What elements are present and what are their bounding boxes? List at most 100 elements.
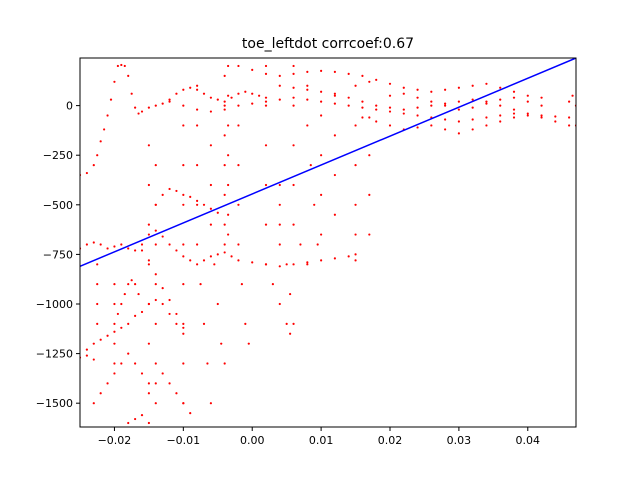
data-point xyxy=(251,92,254,95)
data-point xyxy=(127,322,130,325)
data-point xyxy=(113,342,116,345)
data-point xyxy=(471,106,474,109)
data-point xyxy=(444,88,447,91)
data-point xyxy=(457,132,460,135)
data-point xyxy=(154,273,157,276)
data-point xyxy=(485,82,488,85)
data-point xyxy=(264,144,268,147)
data-point xyxy=(161,193,164,196)
data-point xyxy=(85,348,88,351)
data-point xyxy=(237,243,240,246)
data-point xyxy=(134,283,137,286)
data-point xyxy=(137,112,140,115)
data-point xyxy=(202,203,206,206)
data-point xyxy=(196,88,199,91)
data-point xyxy=(347,255,350,258)
data-point xyxy=(526,100,529,103)
data-point xyxy=(96,154,99,157)
data-point xyxy=(168,100,171,103)
data-point xyxy=(147,259,150,262)
data-point xyxy=(161,235,164,238)
data-point xyxy=(227,64,230,68)
data-point xyxy=(154,229,157,232)
data-point xyxy=(209,223,212,226)
data-point xyxy=(402,112,405,115)
scatter-points xyxy=(80,63,576,425)
data-point xyxy=(285,322,288,325)
data-point xyxy=(416,114,419,117)
data-point xyxy=(113,362,116,365)
data-point xyxy=(361,100,364,103)
data-point xyxy=(471,128,474,131)
data-point xyxy=(526,112,529,115)
data-point xyxy=(457,120,460,123)
data-point xyxy=(306,124,309,127)
data-point xyxy=(223,74,226,77)
data-point xyxy=(182,326,185,329)
data-point xyxy=(292,144,295,147)
data-point xyxy=(175,92,178,95)
data-point xyxy=(189,195,192,198)
data-point xyxy=(416,106,419,109)
data-point xyxy=(223,104,226,107)
data-point xyxy=(182,203,185,206)
data-point xyxy=(175,322,178,325)
data-point xyxy=(147,421,150,425)
data-point xyxy=(333,70,336,73)
data-point xyxy=(278,243,281,246)
data-point xyxy=(471,98,474,101)
data-point xyxy=(347,96,350,99)
data-point xyxy=(168,298,171,302)
data-point xyxy=(199,283,202,286)
x-tick-label: 0.02 xyxy=(378,434,403,447)
data-point xyxy=(347,104,350,107)
data-point xyxy=(223,251,226,254)
data-point xyxy=(209,402,212,405)
fit-line xyxy=(80,58,576,267)
data-point xyxy=(512,108,516,111)
data-point xyxy=(182,255,185,258)
data-point xyxy=(223,193,226,196)
data-point xyxy=(292,86,295,89)
data-point xyxy=(361,116,364,119)
data-point xyxy=(99,243,102,246)
data-point xyxy=(320,259,323,262)
data-point xyxy=(175,392,178,395)
data-point xyxy=(223,100,226,103)
data-point xyxy=(499,86,502,89)
data-point xyxy=(92,342,95,345)
data-point xyxy=(216,98,219,101)
data-point xyxy=(354,164,357,167)
data-point xyxy=(85,243,88,246)
data-point xyxy=(320,90,323,93)
data-point xyxy=(168,382,171,385)
data-point xyxy=(354,233,357,236)
data-point xyxy=(106,114,109,117)
data-point xyxy=(278,265,281,268)
data-point xyxy=(209,96,212,99)
data-point xyxy=(320,100,323,103)
data-point xyxy=(416,88,419,91)
data-point xyxy=(147,233,150,236)
data-point xyxy=(540,104,543,107)
data-point xyxy=(220,342,223,345)
data-point xyxy=(209,207,212,210)
data-point xyxy=(264,100,268,103)
data-point xyxy=(137,292,140,296)
data-point xyxy=(182,243,185,246)
data-point xyxy=(154,322,157,325)
data-point xyxy=(292,96,295,99)
data-point xyxy=(471,118,474,121)
data-point xyxy=(113,80,116,83)
y-tick-label: −750 xyxy=(43,248,73,261)
data-point xyxy=(113,322,116,325)
data-point xyxy=(92,402,95,405)
data-point xyxy=(375,120,378,123)
data-point xyxy=(106,247,109,250)
data-point xyxy=(271,283,274,286)
data-point xyxy=(182,402,185,405)
data-point xyxy=(313,203,316,206)
data-point xyxy=(237,203,240,206)
data-point xyxy=(120,63,123,67)
data-point xyxy=(196,124,199,127)
